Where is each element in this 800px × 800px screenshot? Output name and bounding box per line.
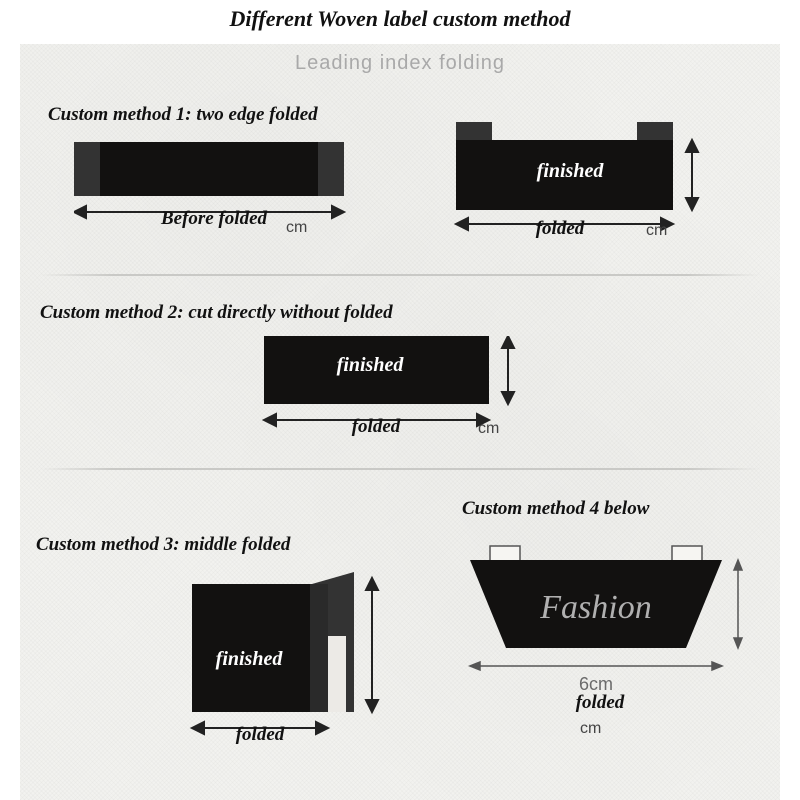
m4-width-label-svg: 6cm [579,674,613,694]
finished-m1: finished [510,160,630,183]
cm-m2: cm [478,420,499,438]
finished-m3: finished [194,648,304,671]
diagram-m1-left [74,142,374,272]
dim-m1-left: Before folded [134,208,294,230]
divider-2 [40,468,760,470]
dim-m1-right: folded [500,218,620,240]
dim-m2: folded [306,416,446,438]
page-title: Different Woven label custom method [0,6,800,32]
cm-m4: cm [580,720,601,738]
dim-m4: folded [540,692,660,714]
finished-m2: finished [300,354,440,377]
page-subtitle: Leading index folding [0,52,800,75]
dim-m3: folded [210,724,310,746]
heading-method-4: Custom method 4 below [462,498,649,520]
cm-m1-right: cm [646,222,667,240]
diagram-m4: Fashion 6cm [450,540,770,750]
divider-1 [40,274,760,276]
heading-method-1: Custom method 1: two edge folded [48,104,318,126]
diagram-m1-right [448,122,748,272]
heading-method-3: Custom method 3: middle folded [36,534,290,556]
heading-method-2: Custom method 2: cut directly without fo… [40,302,393,324]
fashion-text-svg: Fashion [539,589,651,626]
cm-m1-left: cm [286,219,307,237]
